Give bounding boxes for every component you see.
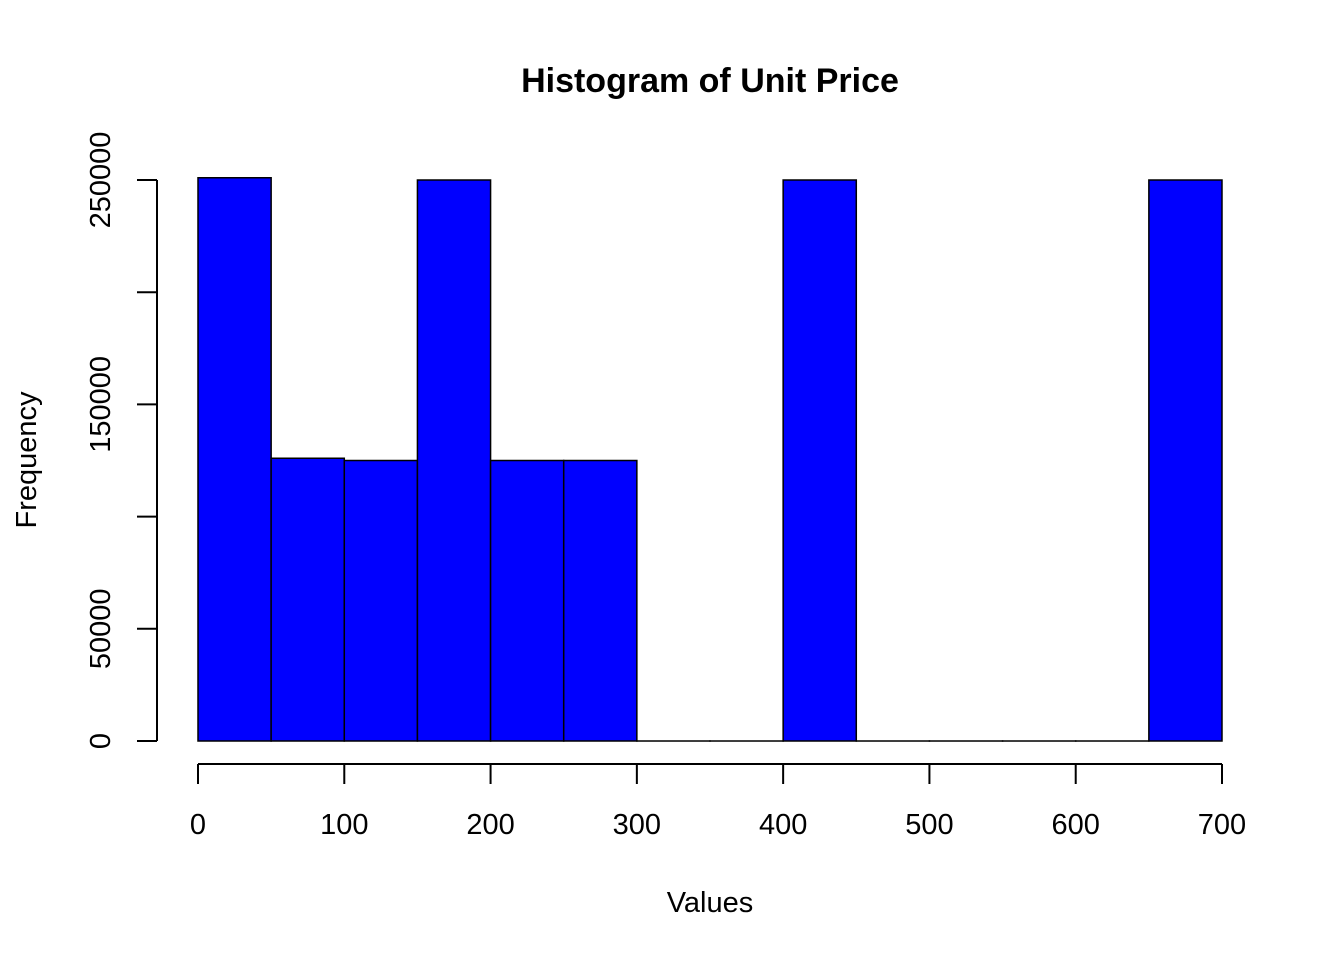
histogram-bar-5 bbox=[562, 459, 638, 742]
histogram-bar-13 bbox=[1148, 179, 1223, 742]
y-tick-label-5: 250000 bbox=[85, 132, 117, 229]
bars-group bbox=[197, 177, 1223, 742]
x-tick-label-7: 700 bbox=[1198, 809, 1246, 841]
histogram-bar-0 bbox=[197, 177, 272, 742]
x-tick-label-0: 0 bbox=[190, 809, 206, 841]
x-tick-label-4: 400 bbox=[759, 809, 807, 841]
x-axis: 0 100 200 300 400 500 600 700 bbox=[190, 763, 1246, 841]
histogram-bar-4 bbox=[489, 459, 565, 742]
y-axis: 0 50000 150000 250000 bbox=[85, 132, 158, 749]
y-tick-label-3: 150000 bbox=[85, 356, 117, 453]
x-tick-label-5: 500 bbox=[905, 809, 953, 841]
x-axis-label: Values bbox=[667, 887, 754, 919]
y-tick-label-1: 50000 bbox=[85, 588, 117, 669]
histogram-bar-8 bbox=[782, 179, 858, 742]
y-axis-label: Frequency bbox=[11, 391, 43, 529]
histogram-bar-1 bbox=[270, 457, 346, 742]
y-tick-label-0: 0 bbox=[85, 733, 117, 749]
histogram-bar-2 bbox=[343, 459, 419, 742]
x-tick-label-6: 600 bbox=[1052, 809, 1100, 841]
x-tick-label-3: 300 bbox=[613, 809, 661, 841]
x-tick-label-2: 200 bbox=[466, 809, 514, 841]
histogram-bar-3 bbox=[416, 179, 492, 742]
x-tick-label-1: 100 bbox=[320, 809, 368, 841]
chart-title: Histogram of Unit Price bbox=[521, 62, 899, 100]
